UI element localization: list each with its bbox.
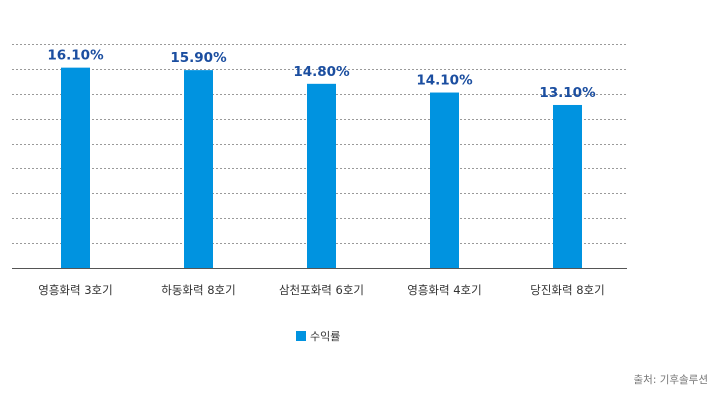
x-tick-label-5: 당진화력 8호기 xyxy=(530,283,604,297)
value-label-2: 15.90% xyxy=(170,50,227,66)
legend-label-series-1: 수익률 xyxy=(310,330,340,343)
bar-1 xyxy=(61,67,90,269)
value-label-1: 16.10% xyxy=(47,48,104,64)
value-label-3: 14.80% xyxy=(293,64,350,80)
value-label-4: 14.10% xyxy=(416,73,473,89)
legend-swatch xyxy=(296,331,306,341)
x-tick-label-4: 영흥화력 4호기 xyxy=(407,283,481,297)
legend: 수익률 xyxy=(296,330,340,343)
bar-3 xyxy=(307,83,336,268)
value-labels: 16.10% 15.90% 14.80% 14.10% 13.10% xyxy=(47,48,596,101)
bar-4 xyxy=(430,92,459,269)
x-axis-tick-labels: 영흥화력 3호기 하동화력 8호기 삼천포화력 6호기 영흥화력 4호기 당진화력 8호… xyxy=(38,283,604,297)
gridlines xyxy=(12,44,627,244)
bar-5 xyxy=(553,104,582,268)
source-note: 출처: 기후솔루션 xyxy=(634,374,709,386)
bar-2 xyxy=(184,70,213,268)
bars xyxy=(61,67,582,269)
value-label-5: 13.10% xyxy=(539,85,596,101)
x-tick-label-3: 삼천포화력 6호기 xyxy=(279,283,364,297)
x-tick-label-1: 영흥화력 3호기 xyxy=(38,283,112,297)
x-tick-label-2: 하동화력 8호기 xyxy=(161,283,235,297)
